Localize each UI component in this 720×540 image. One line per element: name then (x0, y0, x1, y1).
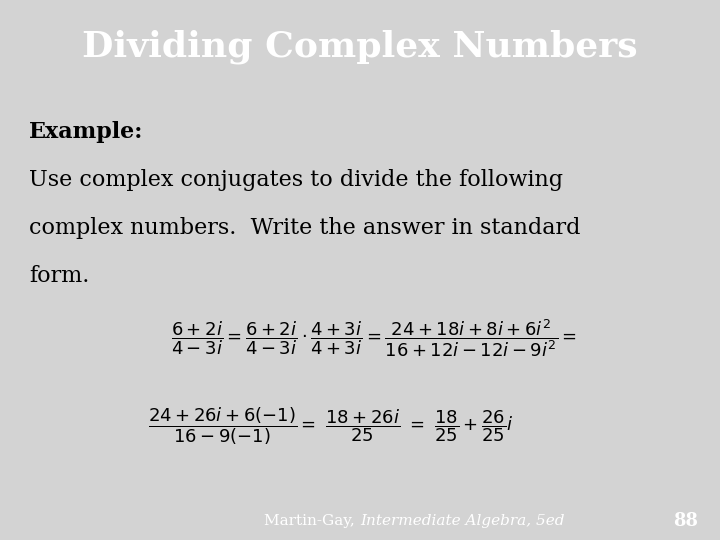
Text: $\dfrac{6+2i}{4-3i} = \dfrac{6+2i}{4-3i} \cdot \dfrac{4+3i}{4+3i} = \dfrac{24+18: $\dfrac{6+2i}{4-3i} = \dfrac{6+2i}{4-3i}… (171, 317, 577, 359)
Text: 88: 88 (673, 511, 698, 530)
Text: Use complex conjugates to divide the following: Use complex conjugates to divide the fol… (29, 169, 563, 191)
Text: Martin-Gay,: Martin-Gay, (264, 514, 360, 528)
Text: complex numbers.  Write the answer in standard: complex numbers. Write the answer in sta… (29, 217, 580, 239)
Text: form.: form. (29, 265, 89, 287)
Text: Dividing Complex Numbers: Dividing Complex Numbers (82, 30, 638, 64)
Text: Intermediate Algebra, 5ed: Intermediate Algebra, 5ed (360, 514, 564, 528)
Text: Example:: Example: (29, 121, 143, 143)
Text: $\dfrac{24+26i+6(-1)}{16-9(-1)} = \ \dfrac{18+26i}{25} \ = \ \dfrac{18}{25}+\dfr: $\dfrac{24+26i+6(-1)}{16-9(-1)} = \ \dfr… (148, 405, 514, 447)
